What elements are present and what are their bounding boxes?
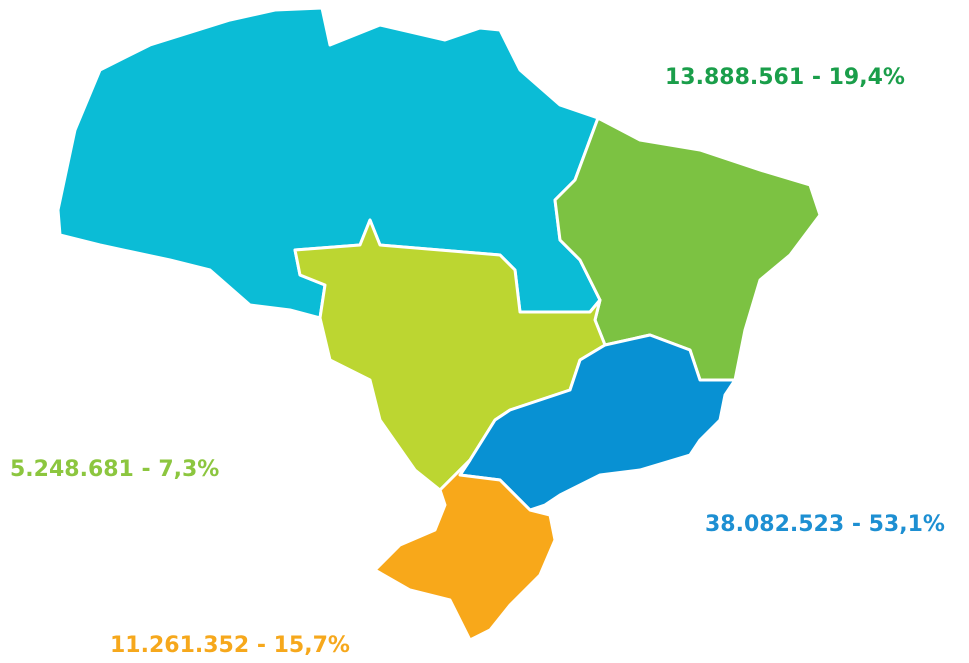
region-southeast	[458, 333, 737, 512]
region-label: 38.082.523 - 53,1%	[705, 512, 945, 537]
region-label: 5.248.681 - 7,3%	[10, 457, 219, 482]
region-label: 13.888.561 - 19,4%	[665, 65, 905, 90]
region-label: 11.261.352 - 15,7%	[110, 633, 350, 658]
region-south	[373, 458, 557, 642]
